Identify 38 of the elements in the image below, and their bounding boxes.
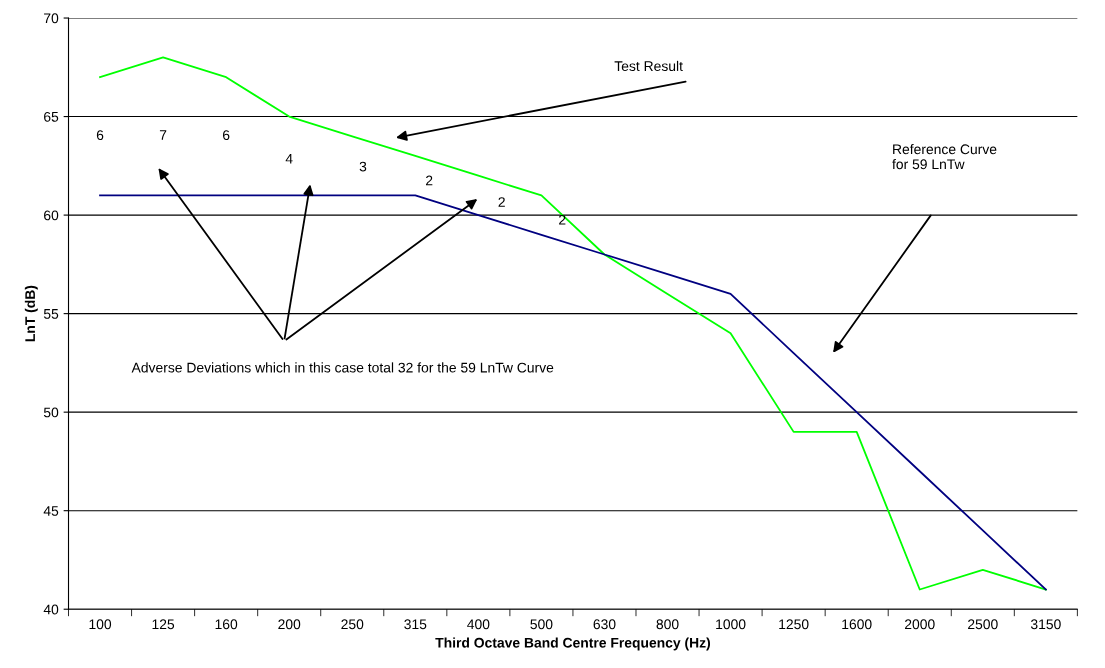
x-tick-label: 315 bbox=[404, 619, 427, 630]
annotation: 6 bbox=[222, 130, 230, 140]
x-tick-label: 125 bbox=[152, 619, 175, 630]
x-tick-label: 1000 bbox=[716, 619, 746, 630]
annotation: 2 bbox=[559, 214, 566, 225]
x-tick-label: 400 bbox=[467, 619, 490, 630]
annotation: 2 bbox=[426, 175, 433, 186]
y-tick-label: 45 bbox=[43, 506, 59, 516]
annotation: Reference Curve for 59 LnTw bbox=[892, 144, 997, 170]
annotation: 4 bbox=[285, 153, 293, 164]
x-tick-label: 100 bbox=[89, 619, 112, 630]
x-tick-label: 2500 bbox=[968, 619, 998, 630]
x-tick-label: 1250 bbox=[779, 619, 809, 630]
x-axis-title: Third Octave Band Centre Frequency (Hz) bbox=[435, 637, 711, 651]
line-series bbox=[99, 56, 1047, 591]
annotation: 6 bbox=[96, 130, 104, 140]
x-tick-label: 3150 bbox=[1030, 619, 1061, 630]
x-tick-label: 200 bbox=[278, 619, 301, 630]
x-tick-label: 630 bbox=[593, 619, 616, 630]
annotation: 3 bbox=[359, 161, 367, 172]
y-tick-label: 65 bbox=[44, 111, 59, 122]
annotation: 7 bbox=[159, 130, 167, 140]
x-tick-label: 160 bbox=[215, 619, 238, 630]
y-tick-label: 55 bbox=[43, 309, 59, 319]
y-tick-label: 40 bbox=[43, 604, 59, 615]
x-tick-label: 250 bbox=[341, 619, 364, 630]
annotation: Test Result bbox=[614, 60, 683, 72]
x-tick-label: 500 bbox=[530, 619, 553, 630]
y-tick-label: 60 bbox=[44, 210, 59, 221]
y-tick-label: 50 bbox=[43, 407, 59, 418]
x-tick-label: 2000 bbox=[904, 619, 935, 630]
x-tick-label: 1600 bbox=[842, 619, 872, 630]
y-axis-title: LnT (dB) bbox=[24, 285, 38, 342]
x-tick-label: 800 bbox=[656, 619, 679, 630]
annotation: 2 bbox=[498, 197, 505, 207]
line-series bbox=[99, 194, 1047, 591]
y-tick-label: 70 bbox=[44, 13, 59, 24]
annotation: Adverse Deviations which in this case total 32 for the 59 LnTw Curve bbox=[131, 362, 554, 373]
